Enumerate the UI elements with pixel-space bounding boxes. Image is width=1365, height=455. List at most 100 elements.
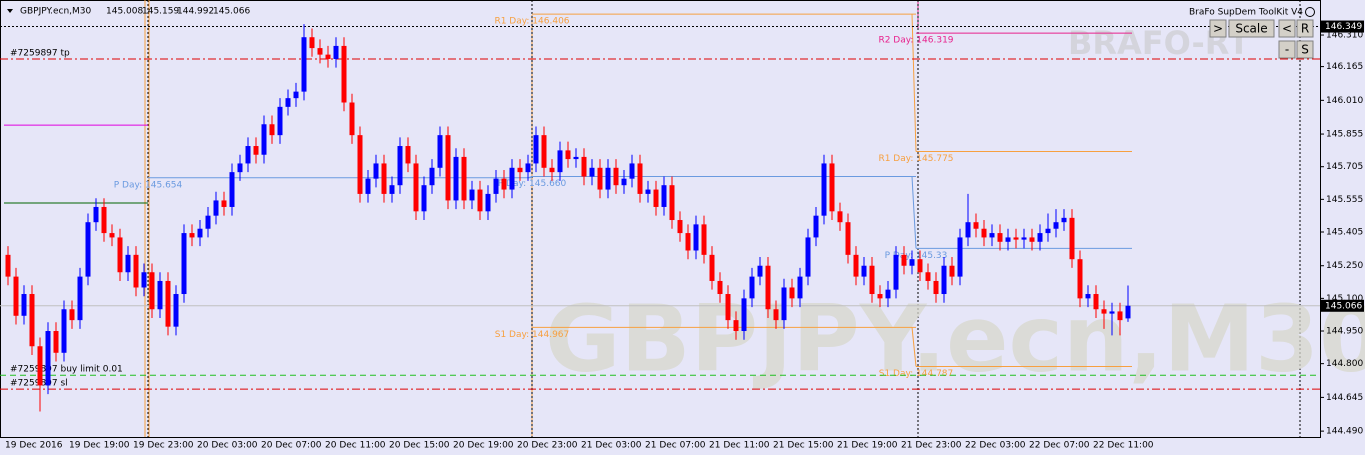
- candle-body: [813, 215, 819, 238]
- candle-body: [181, 233, 187, 295]
- button-label[interactable]: S: [1301, 43, 1309, 57]
- button-label[interactable]: >: [1213, 22, 1223, 36]
- candle-body: [973, 222, 979, 229]
- candle-body: [1061, 217, 1067, 223]
- button-face[interactable]: [1278, 19, 1296, 38]
- candle-body: [725, 294, 731, 321]
- x-tick-label: 21 Dec 11:00: [709, 441, 770, 451]
- candle-body: [525, 163, 531, 173]
- y-tick-label: 145.705: [1326, 162, 1363, 172]
- button-face[interactable]: [1209, 19, 1227, 38]
- candle-body: [645, 189, 651, 194]
- pivot-label: R1 Day: 146.406: [494, 17, 569, 27]
- candle-body: [749, 276, 755, 299]
- candle-body: [565, 150, 571, 160]
- toolbar-button[interactable]: -: [1278, 40, 1296, 59]
- candle-body: [365, 178, 371, 194]
- candle-body: [165, 280, 171, 327]
- candle-body: [933, 280, 939, 295]
- toolbar-button[interactable]: Scale: [1228, 19, 1275, 38]
- candle-body: [245, 146, 251, 164]
- close: 145.066: [213, 7, 250, 17]
- candle-body: [53, 331, 59, 353]
- toolbar-button[interactable]: S: [1296, 40, 1314, 59]
- candle-body: [637, 163, 643, 194]
- candle-body: [1093, 294, 1099, 310]
- button-face[interactable]: [1228, 19, 1275, 38]
- candle-body: [1053, 222, 1059, 229]
- candle-body: [445, 135, 451, 201]
- candle-body: [629, 163, 635, 179]
- pivot-connector: [911, 176, 917, 249]
- candle-body: [693, 224, 699, 251]
- candle-body: [557, 150, 563, 173]
- y-tick-label: 145.250: [1326, 261, 1363, 271]
- candle-body: [317, 48, 323, 55]
- button-face[interactable]: [1296, 40, 1314, 59]
- button-label[interactable]: R: [1301, 22, 1309, 36]
- candle-body: [781, 287, 787, 321]
- button-label[interactable]: -: [1285, 43, 1289, 57]
- candle-body: [1029, 237, 1035, 242]
- candle-body: [981, 228, 987, 238]
- y-tick-label: 145.855: [1326, 130, 1363, 140]
- toolbar-button[interactable]: <: [1278, 19, 1296, 38]
- y-tick-label: 146.310: [1326, 31, 1363, 41]
- candle-body: [141, 272, 147, 288]
- button-label[interactable]: Scale: [1235, 22, 1267, 36]
- candle-body: [621, 178, 627, 186]
- candle-body: [157, 280, 163, 310]
- candle-body: [357, 135, 363, 194]
- candle-body: [1101, 309, 1107, 314]
- candle-body: [925, 272, 931, 281]
- x-tick-label: 19 Dec 2016: [5, 441, 63, 451]
- candle-body: [885, 289, 891, 299]
- candle-body: [893, 254, 899, 290]
- candle-body: [1117, 311, 1123, 321]
- candle-body: [173, 294, 179, 327]
- candle-body: [85, 222, 91, 277]
- candle-body: [253, 146, 259, 155]
- candle-body: [901, 254, 907, 266]
- toolbar-button[interactable]: R: [1296, 19, 1314, 38]
- button-label[interactable]: <: [1282, 22, 1292, 36]
- indicator-icon: [1305, 7, 1315, 17]
- candle-body: [533, 135, 539, 164]
- low: 144.992: [177, 7, 214, 17]
- candle-body: [109, 233, 115, 238]
- candle-body: [397, 146, 403, 186]
- price-box: [1321, 20, 1364, 33]
- y-tick-label: 144.800: [1326, 359, 1363, 369]
- candle-body: [405, 146, 411, 164]
- candle-body: [1037, 233, 1043, 242]
- y-tick-label: 145.555: [1326, 195, 1363, 205]
- candle-body: [189, 233, 195, 238]
- menu-icon: [7, 9, 13, 13]
- x-tick-label: 20 Dec 23:00: [517, 441, 578, 451]
- candle-body: [949, 265, 955, 277]
- toolbar-button[interactable]: >: [1209, 19, 1227, 38]
- candle-body: [221, 200, 227, 207]
- pivot-label: P Day: 145.660: [498, 179, 567, 189]
- pivot-label: S1 Day: 144.967: [495, 330, 570, 340]
- candle-body: [989, 233, 995, 238]
- symbol: GBPJPY.ecn,M30: [20, 7, 92, 17]
- candle-body: [277, 106, 283, 136]
- y-tick-label: 145.405: [1326, 227, 1363, 237]
- candle-body: [429, 167, 435, 186]
- candle-body: [485, 193, 491, 212]
- candle-body: [117, 237, 123, 273]
- button-face[interactable]: [1278, 40, 1296, 59]
- candle-body: [653, 189, 659, 207]
- candle-body: [285, 98, 291, 107]
- candle-body: [829, 163, 835, 212]
- candle-body: [21, 294, 27, 316]
- candle-body: [1005, 237, 1011, 242]
- candle-body: [5, 254, 11, 277]
- candle-body: [765, 265, 771, 310]
- plot-frame: [0, 0, 1321, 438]
- button-face[interactable]: [1296, 19, 1314, 38]
- candle-body: [61, 309, 67, 353]
- candle-body: [421, 185, 427, 212]
